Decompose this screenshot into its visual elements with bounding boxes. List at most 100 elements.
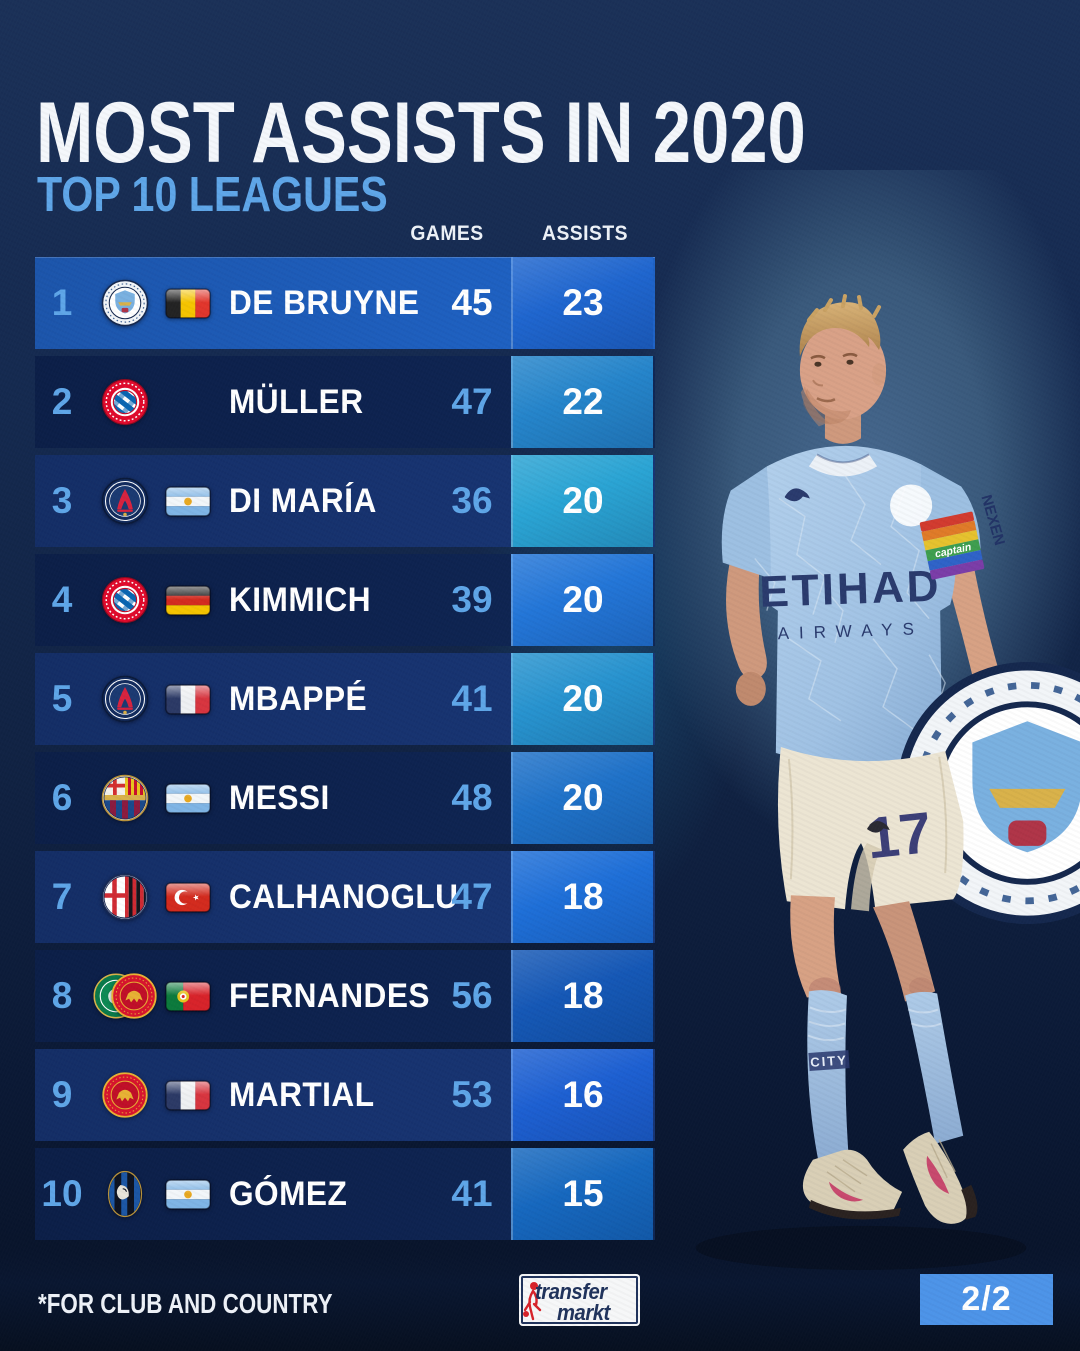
country-flag-slot [165, 584, 213, 616]
assists-value: 18 [562, 876, 604, 917]
brand-line2: markt [557, 1300, 610, 1325]
rank-label: 2 [51, 381, 73, 422]
games-value: 48 [451, 777, 493, 818]
country-flag-icon-argentina [165, 1179, 211, 1210]
country-flag-slot [165, 386, 213, 418]
assists-value: 18 [562, 975, 604, 1016]
games-value: 56 [451, 975, 493, 1016]
table-row: 7 CALHANOGLU 47 18 [35, 851, 655, 943]
rank-label: 8 [51, 975, 73, 1016]
captain-armband: captain [919, 511, 985, 580]
rank-label: 3 [51, 480, 73, 521]
club-crests [89, 873, 161, 921]
club-crests [89, 279, 161, 327]
country-flag-slot [165, 980, 213, 1012]
country-flag-slot [165, 287, 213, 319]
club-crest-icon-man-city [101, 279, 149, 327]
player-name: MARTIAL [229, 1075, 375, 1114]
table-row: 9 MARTIAL 53 16 [35, 1049, 655, 1141]
assists-tile: 16 [511, 1049, 653, 1141]
club-crests [89, 774, 161, 822]
assists-value: 20 [562, 777, 604, 818]
player-name: DI MARÍA [229, 481, 377, 520]
assists-value: 16 [562, 1074, 604, 1115]
club-crests [89, 477, 161, 525]
table-row: 1 DE BRUYNE 45 23 [35, 257, 655, 349]
table-row: 3 DI MARÍA 36 20 [35, 455, 655, 547]
player-name: CALHANOGLU [229, 877, 459, 916]
club-crest-icon-psg [101, 477, 149, 525]
ranking-table: 1 DE BRUYNE 45 23 2 MÜLLER 47 22 3 DI MA… [35, 257, 655, 1247]
assists-tile: 23 [511, 257, 653, 349]
table-row: 2 MÜLLER 47 22 [35, 356, 655, 448]
footnote: *FOR CLUB AND COUNTRY [38, 1288, 333, 1319]
club-crests [89, 1170, 161, 1218]
assists-value: 15 [562, 1173, 604, 1214]
games-value: 45 [451, 282, 493, 323]
assists-tile: 22 [511, 356, 653, 448]
club-crests [89, 576, 161, 624]
player-name: GÓMEZ [229, 1174, 348, 1213]
country-flag-icon-turkey [165, 882, 211, 913]
assists-value: 22 [562, 381, 604, 422]
assists-tile: 15 [511, 1148, 653, 1240]
page-subtitle: TOP 10 LEAGUES [37, 167, 388, 222]
country-flag-icon-argentina [165, 486, 211, 517]
assists-value: 20 [562, 579, 604, 620]
club-crests [89, 378, 161, 426]
table-row: 10 GÓMEZ 41 15 [35, 1148, 655, 1240]
brand-line1: transfer [535, 1279, 607, 1304]
shirt-sponsor-text: ETIHAD [759, 562, 943, 617]
rank-label: 6 [51, 777, 73, 818]
games-value: 41 [451, 678, 493, 719]
table-row: 4 KIMMICH 39 20 [35, 554, 655, 646]
rank-label: 7 [51, 876, 73, 917]
club-crest-icon-bayern [101, 378, 149, 426]
country-flag-slot [165, 1178, 213, 1210]
country-flag-icon-germany [165, 585, 211, 616]
assists-value: 20 [562, 678, 604, 719]
player-name: DE BRUYNE [229, 283, 420, 322]
club-crests [89, 675, 161, 723]
column-header-assists: ASSISTS [542, 222, 628, 245]
player-name: MBAPPÉ [229, 679, 368, 718]
country-flag-icon-argentina [165, 783, 211, 814]
shorts-number: 17 [864, 800, 935, 871]
club-crest-icon-psg [101, 675, 149, 723]
games-value: 47 [451, 381, 493, 422]
player-photo: ETIHAD AIRWAYS NEXEN captain 17 CITY [695, 294, 1080, 1270]
player-name: FERNANDES [229, 976, 430, 1015]
assists-tile: 20 [511, 554, 653, 646]
page-title: MOST ASSISTS IN 2020 [36, 84, 806, 181]
club-crest-icon-man-united [110, 972, 158, 1020]
country-flag-slot [165, 485, 213, 517]
transfermarkt-logo: transfer markt [519, 1274, 640, 1326]
club-crest-icon-bayern [101, 576, 149, 624]
country-flag-icon-france [165, 684, 211, 715]
rank-label: 9 [51, 1074, 73, 1115]
player-name: KIMMICH [229, 580, 372, 619]
rank-label: 10 [41, 1173, 83, 1214]
country-flag-icon-belgium [165, 288, 211, 319]
games-value: 36 [451, 480, 493, 521]
rank-label: 1 [51, 282, 73, 323]
country-flag-slot [165, 881, 213, 913]
table-row: 5 MBAPPÉ 41 20 [35, 653, 655, 745]
games-value: 53 [451, 1074, 493, 1115]
assists-tile: 20 [511, 752, 653, 844]
column-header-games: GAMES [410, 222, 484, 245]
assists-value: 23 [562, 282, 604, 323]
table-row: 6 MESSI 48 20 [35, 752, 655, 844]
assists-tile: 20 [511, 653, 653, 745]
club-crests [89, 972, 161, 1020]
rank-label: 4 [51, 579, 73, 620]
assists-tile: 20 [511, 455, 653, 547]
country-flag-icon-portugal [165, 981, 211, 1012]
club-crests [89, 1071, 161, 1119]
player-name: MÜLLER [229, 382, 364, 421]
country-flag-slot [165, 1079, 213, 1111]
transfermarkt-figure-icon [523, 1282, 542, 1321]
player-name: MESSI [229, 778, 330, 817]
rank-label: 5 [51, 678, 73, 719]
assists-tile: 18 [511, 950, 653, 1042]
